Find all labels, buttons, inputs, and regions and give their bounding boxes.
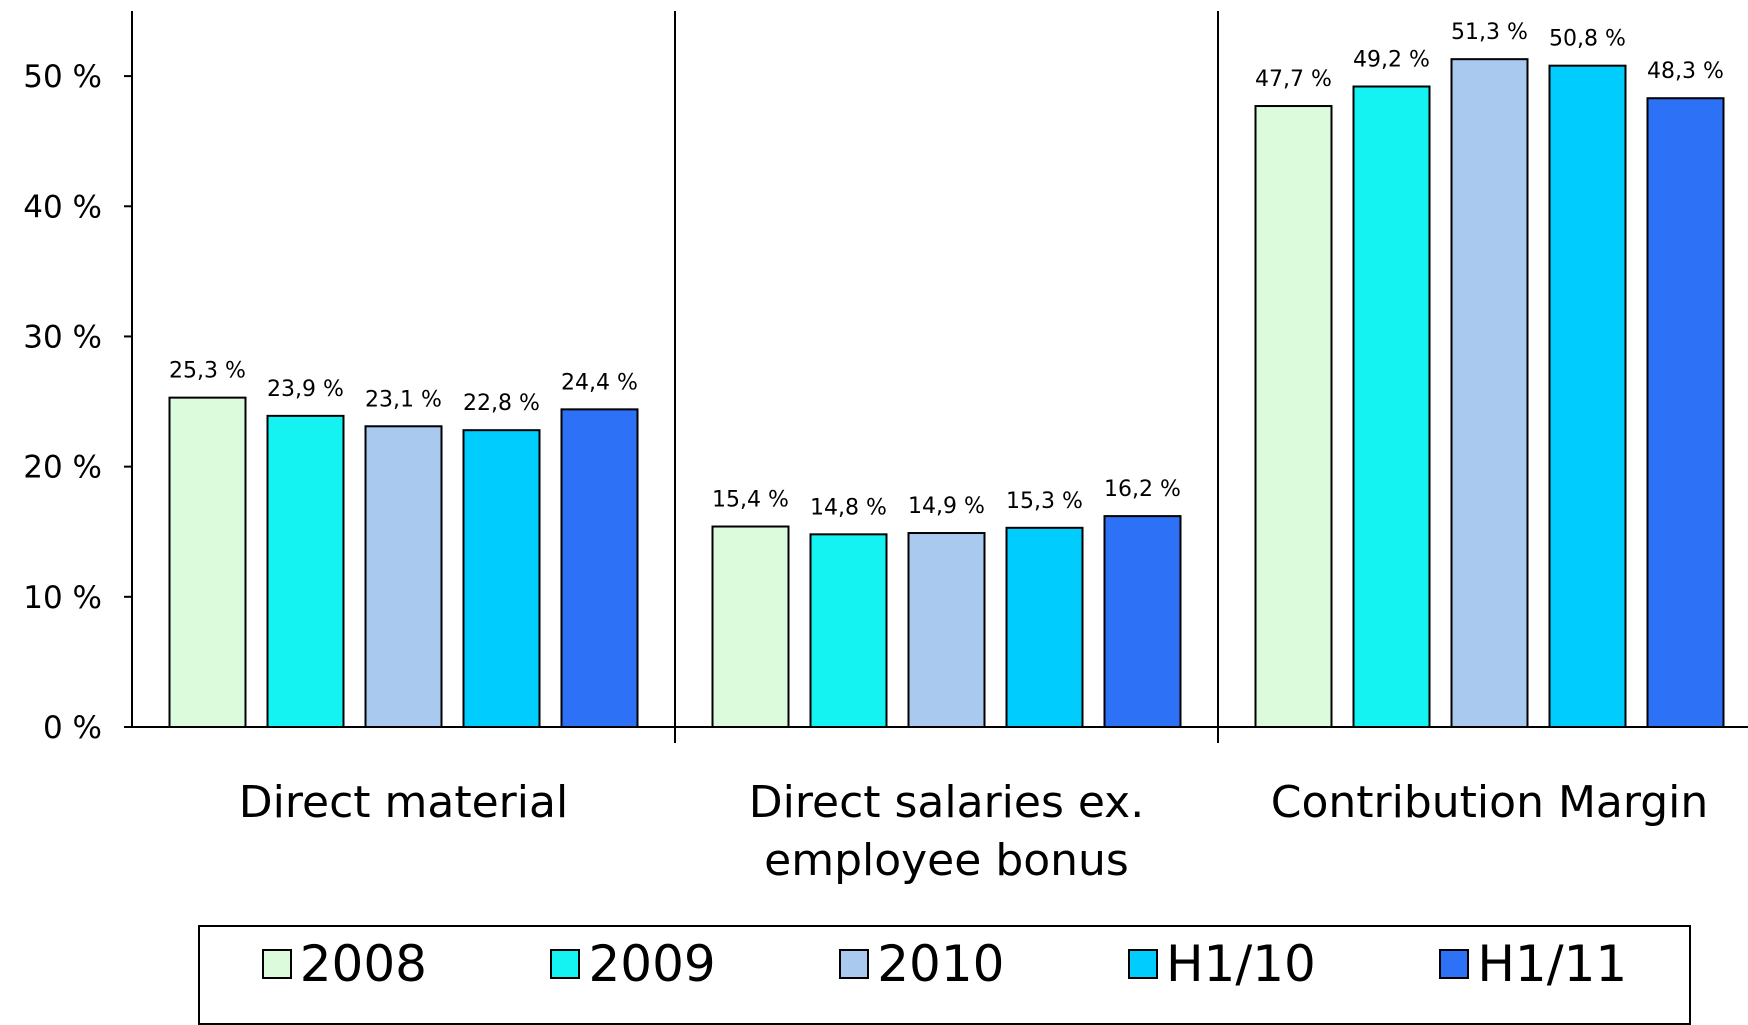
legend-label: H1/10: [1165, 935, 1316, 993]
bar: [1254, 105, 1333, 729]
legend-item: 2008: [261, 935, 427, 993]
value-label: 22,8 %: [463, 391, 540, 416]
bar: [1103, 515, 1182, 729]
legend-item: H1/10: [1127, 935, 1316, 993]
legend-label: 2008: [299, 935, 427, 993]
y-tick-label: 20 %: [23, 450, 102, 486]
y-tick-label: 40 %: [23, 189, 102, 225]
value-label: 24,4 %: [561, 370, 638, 395]
bar: [364, 425, 443, 728]
bar: [1646, 97, 1725, 729]
value-label: 23,9 %: [267, 377, 344, 402]
bar: [560, 408, 639, 728]
bar: [809, 533, 888, 729]
legend-swatch: [1439, 949, 1470, 979]
category-label: Direct salaries ex. employee bonus: [748, 777, 1145, 886]
y-tick-label: 50 %: [23, 59, 102, 95]
legend-swatch: [839, 949, 870, 979]
legend-swatch: [550, 949, 581, 979]
value-label: 50,8 %: [1549, 27, 1626, 52]
legend-label: H1/11: [1477, 935, 1628, 993]
value-label: 47,7 %: [1255, 67, 1332, 92]
value-label: 49,2 %: [1353, 48, 1430, 73]
category-label: Direct material: [238, 777, 569, 828]
value-label: 16,2 %: [1104, 477, 1181, 502]
y-tick-label: 10 %: [23, 580, 102, 616]
value-label: 15,3 %: [1006, 489, 1083, 514]
bar: [462, 429, 541, 728]
bar: [1005, 526, 1084, 729]
legend-label: 2009: [588, 935, 716, 993]
value-label: 23,1 %: [365, 387, 442, 412]
value-label: 51,3 %: [1451, 20, 1528, 45]
legend-item: 2010: [839, 935, 1004, 993]
bar: [168, 396, 247, 728]
value-label: 14,8 %: [810, 495, 887, 520]
y-tick-label: 0 %: [43, 710, 102, 746]
legend-label: 2010: [877, 935, 1005, 993]
value-label: 14,9 %: [908, 494, 985, 519]
bar: [1352, 85, 1431, 729]
bar: [1548, 64, 1627, 728]
value-label: 48,3 %: [1647, 59, 1724, 84]
category-label: Contribution Margin: [1270, 777, 1709, 828]
bar: [1450, 58, 1529, 728]
legend-item: H1/11: [1439, 935, 1627, 993]
value-label: 25,3 %: [169, 359, 246, 384]
bar: [266, 414, 345, 728]
value-label: 15,4 %: [712, 488, 789, 513]
legend-item: 2009: [550, 935, 716, 993]
bar: [907, 532, 986, 729]
bar: [711, 525, 790, 729]
legend-swatch: [1127, 949, 1158, 979]
y-tick-label: 30 %: [23, 319, 102, 355]
legend: 2008 2009 2010 H1/10 H1/11: [198, 925, 1691, 1025]
legend-swatch: [261, 949, 292, 979]
